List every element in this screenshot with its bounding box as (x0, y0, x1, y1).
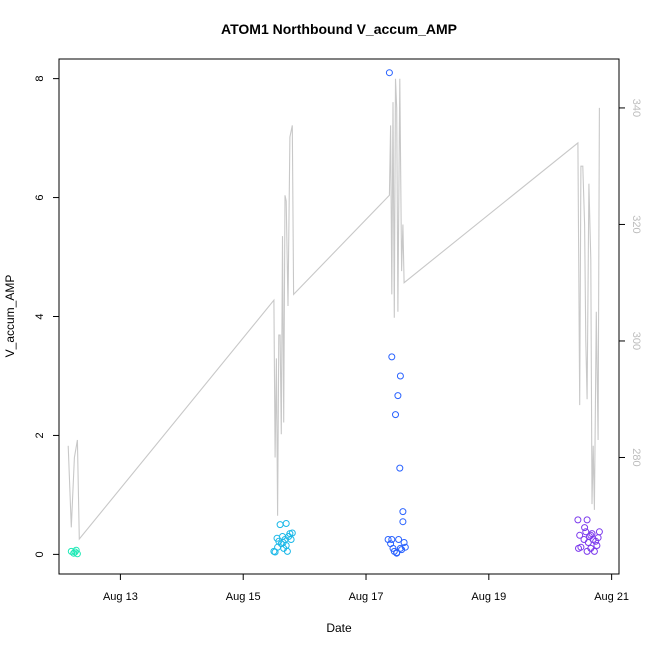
data-point (576, 531, 584, 539)
x-tick-label: Aug 15 (226, 591, 261, 603)
data-point (385, 69, 393, 77)
data-point (396, 544, 404, 552)
x-axis: Aug 13 Aug 15 Aug 17 Aug 19 Aug 21 (103, 574, 629, 603)
data-point (71, 548, 79, 556)
data-point (288, 529, 296, 537)
data-point (395, 536, 403, 543)
y-right-tick-label: 320 (630, 215, 642, 233)
data-point (401, 543, 409, 551)
y-axis-label: V_accum_AMP (3, 275, 17, 358)
data-point (574, 516, 582, 524)
data-point (274, 543, 282, 551)
scatter-points-layer (67, 69, 603, 558)
y-right-tick-label: 280 (630, 448, 642, 466)
line-series-layer (67, 78, 600, 541)
data-point (396, 372, 404, 380)
y-tick-label: 0 (34, 551, 46, 557)
data-point (593, 542, 601, 549)
data-point (393, 549, 401, 557)
data-point (595, 528, 603, 536)
data-point (583, 547, 591, 555)
data-point (72, 546, 80, 554)
data-point (396, 464, 404, 472)
y-tick-label: 6 (34, 194, 46, 200)
y-right-tick-label: 300 (630, 332, 642, 350)
y-right-tick-label: 340 (630, 99, 642, 117)
data-point (287, 536, 295, 543)
x-tick-label: Aug 13 (103, 591, 138, 603)
x-tick-label: Aug 17 (349, 591, 384, 603)
line-series (67, 78, 600, 541)
data-point (388, 353, 396, 361)
chart-title: ATOM1 Northbound V_accum_AMP (221, 21, 457, 37)
x-tick-label: Aug 19 (471, 591, 506, 603)
x-tick-label: Aug 21 (594, 591, 629, 603)
data-point (592, 537, 600, 545)
data-point (575, 544, 582, 552)
data-point (399, 508, 407, 516)
data-point (392, 411, 399, 419)
y-axis-right: 280 300 320 340 (619, 99, 642, 467)
data-point (581, 524, 589, 532)
data-point (282, 542, 290, 549)
data-point (282, 520, 290, 527)
y-tick-label: 2 (34, 432, 46, 438)
data-point (583, 516, 591, 524)
data-point (587, 531, 595, 539)
data-point (394, 392, 402, 400)
y-tick-label: 8 (34, 76, 46, 82)
data-point (400, 539, 408, 546)
data-point (388, 536, 396, 543)
y-tick-label: 4 (34, 313, 46, 319)
data-point (399, 518, 407, 526)
data-point (398, 546, 406, 554)
x-axis-label: Date (326, 621, 352, 635)
data-point (590, 547, 598, 555)
y-axis-left: 0 2 4 6 8 (34, 76, 59, 557)
data-point (582, 528, 590, 536)
